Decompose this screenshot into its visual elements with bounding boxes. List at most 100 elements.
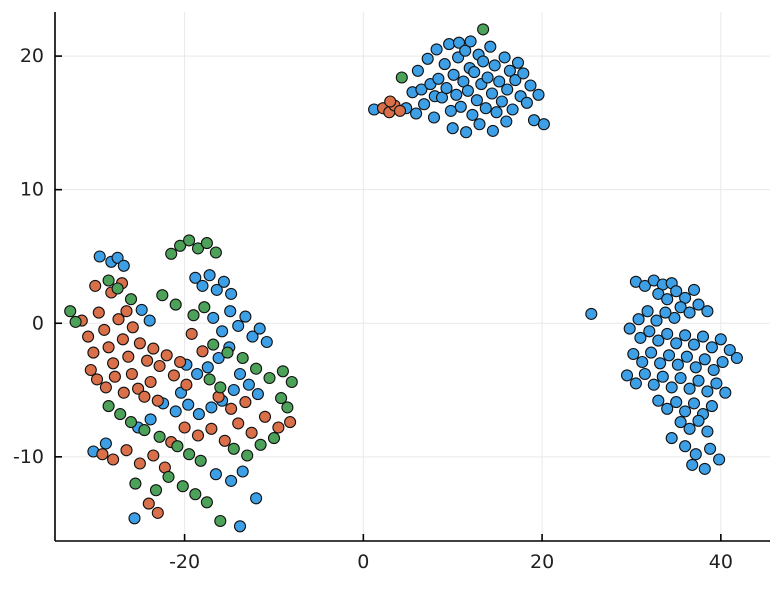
data-point	[488, 59, 501, 72]
data-point	[162, 470, 175, 483]
data-point	[470, 94, 483, 107]
data-point	[636, 355, 649, 369]
data-point	[236, 351, 249, 365]
data-point	[142, 497, 155, 510]
data-point	[509, 74, 522, 87]
data-point	[627, 347, 640, 361]
data-point	[650, 314, 663, 327]
data-point	[189, 488, 202, 501]
data-point	[84, 363, 97, 377]
data-point	[178, 421, 191, 434]
data-point	[418, 98, 431, 111]
data-point	[701, 385, 714, 398]
data-point	[189, 271, 202, 284]
data-point	[629, 377, 642, 390]
data-point	[671, 358, 684, 371]
data-point	[652, 394, 665, 407]
data-point	[490, 106, 503, 119]
data-point	[683, 306, 696, 319]
data-point	[461, 84, 474, 97]
data-point	[96, 448, 109, 461]
data-point	[108, 370, 121, 383]
data-point	[167, 369, 180, 382]
data-point	[236, 465, 249, 478]
data-point	[227, 383, 240, 397]
data-point	[670, 396, 683, 409]
data-point	[174, 239, 187, 252]
tick-marks	[55, 55, 722, 541]
data-point	[129, 477, 142, 490]
data-point	[498, 51, 511, 64]
series-cluster-orange	[75, 95, 407, 519]
data-point	[122, 350, 135, 363]
data-point	[176, 480, 189, 493]
data-point	[212, 351, 225, 365]
data-point	[153, 359, 166, 373]
data-point	[225, 402, 238, 415]
data-point	[485, 87, 499, 100]
data-point	[221, 346, 234, 359]
data-point	[692, 298, 705, 311]
data-point	[632, 313, 645, 326]
data-point	[459, 44, 472, 57]
x-tick-label: 20	[530, 551, 554, 573]
data-point	[218, 434, 231, 447]
data-point	[126, 321, 139, 334]
data-point	[714, 333, 727, 346]
data-point	[209, 468, 222, 481]
data-point	[447, 68, 460, 81]
data-point	[233, 367, 247, 381]
data-point	[214, 514, 227, 528]
data-point	[138, 424, 151, 437]
data-point	[674, 371, 687, 385]
data-point	[200, 496, 213, 509]
data-point	[665, 381, 678, 394]
data-point	[679, 405, 692, 418]
data-point	[450, 88, 463, 101]
data-point	[713, 453, 726, 466]
data-point	[209, 246, 222, 259]
data-point	[267, 432, 281, 445]
data-point	[183, 448, 196, 461]
data-point	[415, 83, 428, 96]
data-point	[99, 381, 112, 394]
data-point	[98, 323, 111, 336]
data-point	[438, 58, 451, 71]
data-point	[654, 357, 667, 370]
x-tick-label: 40	[709, 551, 733, 573]
data-point	[484, 40, 497, 53]
data-point	[643, 325, 656, 338]
data-point	[124, 293, 138, 306]
data-point	[147, 449, 160, 462]
data-point	[686, 458, 699, 471]
data-point	[411, 64, 424, 77]
data-point	[454, 100, 467, 113]
data-point	[89, 279, 102, 292]
data-point	[638, 367, 651, 381]
data-point	[250, 362, 263, 375]
data-point	[460, 126, 473, 139]
data-point	[506, 103, 519, 116]
data-point	[527, 114, 541, 127]
data-point	[114, 408, 127, 421]
data-point	[128, 512, 141, 525]
data-point	[239, 310, 252, 323]
data-point	[689, 361, 702, 374]
data-point	[144, 413, 157, 426]
data-point	[719, 386, 732, 399]
data-point	[250, 492, 263, 505]
data-point	[216, 325, 229, 338]
data-point	[245, 426, 258, 439]
y-tick-label: -10	[13, 446, 44, 468]
data-point	[117, 259, 130, 272]
data-point	[253, 322, 266, 335]
data-point	[440, 82, 453, 95]
data-point	[169, 405, 182, 418]
data-point	[432, 72, 445, 85]
data-point	[258, 410, 272, 423]
data-point	[705, 400, 718, 413]
data-point	[227, 442, 240, 455]
data-point	[132, 382, 145, 395]
